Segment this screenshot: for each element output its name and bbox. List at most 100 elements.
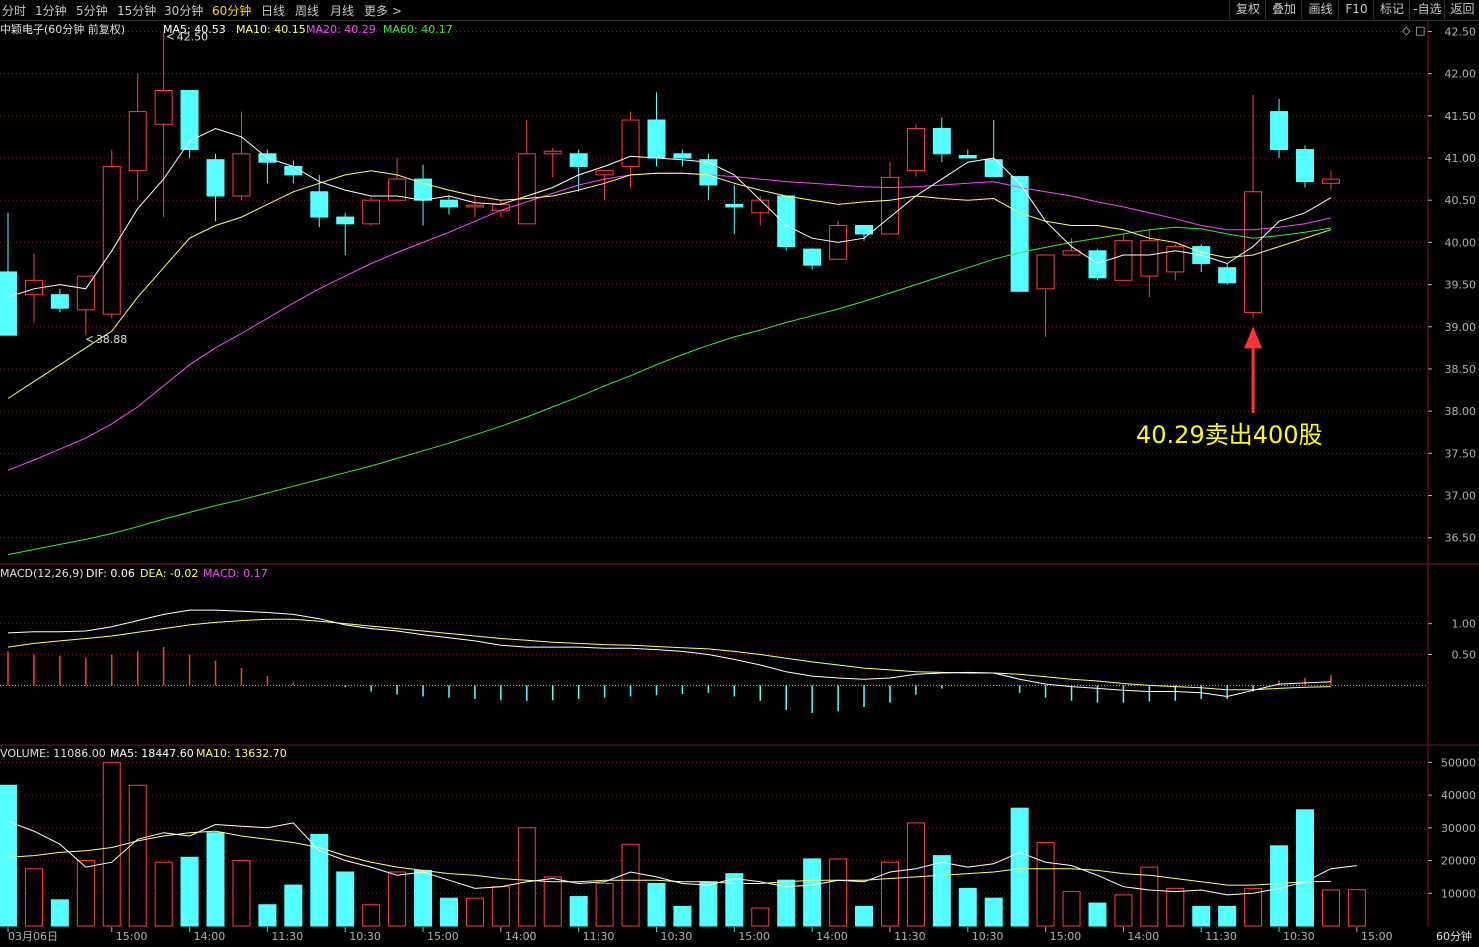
volume-bar-12 <box>310 833 329 927</box>
volume-ma5-line <box>7 820 1357 896</box>
macd-legend-1: DEA: -0.02 <box>140 567 198 580</box>
x-tick-label-7: 11:30 <box>583 930 615 943</box>
volume-bar-13 <box>336 871 355 927</box>
volume-bar-17 <box>439 897 458 927</box>
volume-bar-37 <box>958 887 977 927</box>
volume-bar-23 <box>595 882 614 927</box>
trough-pointer <box>85 335 94 343</box>
volume-bar-46 <box>1192 905 1211 927</box>
candle-body-31 <box>803 248 822 266</box>
candle-body-9 <box>232 153 251 197</box>
price-tick-label-7: 39.00 <box>1445 321 1477 334</box>
toolbar-button-4[interactable]: 标记 <box>1373 0 1410 19</box>
price-tick-label-4: 40.50 <box>1445 194 1477 207</box>
box-icon: □ <box>1415 24 1425 37</box>
volume-bar-31 <box>803 858 822 927</box>
ma20-line <box>7 172 1332 471</box>
candle-body-11 <box>284 165 303 176</box>
period-tab-4[interactable]: 30分钟 <box>164 4 204 18</box>
volume-bar-32 <box>829 858 848 927</box>
period-tab-7[interactable]: 周线 <box>295 4 320 18</box>
candle-body-5 <box>128 111 147 172</box>
x-tick-label-13: 15:00 <box>1050 930 1082 943</box>
x-tick-label-1: 15:00 <box>116 930 148 943</box>
volume-bar-9 <box>232 860 251 927</box>
candle-body-17 <box>439 199 458 208</box>
candle-body-33 <box>855 225 874 235</box>
top-toolbar: 分时 1分钟 5分钟 15分钟 30分钟 60分钟 日线 周线 月线 更多 > 复权 叠加 画线 F10 标… <box>0 0 1479 21</box>
volume-bar-1 <box>24 868 43 927</box>
period-tab-9[interactable]: 更多 > <box>364 4 402 18</box>
peak-pointer <box>166 32 174 40</box>
macd-legend-2: MACD: 0.17 <box>203 567 268 580</box>
volume-bar-18 <box>465 897 484 927</box>
volume-bar-44 <box>1140 866 1159 927</box>
price-legend-3: MA60: 40.17 <box>383 23 453 36</box>
price-tick-label-5: 40.00 <box>1445 236 1477 249</box>
period-badge: 60分钟 <box>1436 929 1472 943</box>
macd-tick-label-0: 1.00 <box>1452 618 1477 631</box>
volume-title: VOLUME: 11086.00 <box>0 747 106 760</box>
volume-bar-29 <box>751 907 770 927</box>
period-tab-8[interactable]: 月线 <box>330 4 355 18</box>
ma5-line <box>7 127 1332 298</box>
volume-bar-7 <box>180 856 199 927</box>
x-tick-label-16: 10:30 <box>1283 930 1315 943</box>
candle-body-40 <box>1036 254 1055 290</box>
candle-body-6 <box>154 90 173 125</box>
volume-bar-4 <box>102 761 121 927</box>
volume-bar-47 <box>1218 905 1237 927</box>
period-tab-2[interactable]: 5分钟 <box>76 4 108 18</box>
candle-body-47 <box>1218 267 1237 284</box>
ma10-line <box>7 170 1332 399</box>
volume-bar-19 <box>491 886 510 927</box>
candle-body-24 <box>621 119 640 167</box>
period-tab-0[interactable]: 分时 <box>2 4 27 18</box>
toolbar-button-3[interactable]: F10 <box>1338 0 1374 19</box>
period-tab-1[interactable]: 1分钟 <box>35 4 67 18</box>
period-tab-5[interactable]: 60分钟 <box>212 4 252 18</box>
candle-body-12 <box>310 191 329 218</box>
toolbar-button-6[interactable]: 返回 <box>1444 0 1479 19</box>
toolbar-button-5[interactable]: -自选 <box>1409 0 1445 19</box>
period-tab-6[interactable]: 日线 <box>261 4 286 18</box>
x-tick-label-2: 14:00 <box>194 930 226 943</box>
candle-body-27 <box>699 159 718 186</box>
volume-bar-45 <box>1166 887 1185 927</box>
x-tick-label-8: 10:30 <box>661 930 693 943</box>
volume-bar-35 <box>906 822 925 927</box>
volume-bar-43 <box>1114 894 1133 927</box>
volume-legend-0: MA5: 18447.60 <box>110 747 194 760</box>
candle-body-7 <box>180 90 199 151</box>
volume-bar-20 <box>517 827 536 927</box>
macd-title: MACD(12,26,9) <box>0 567 84 580</box>
volume-tick-label-3: 20000 <box>1441 855 1476 868</box>
macd-dea-line <box>7 618 1331 691</box>
price-tick-label-6: 39.50 <box>1445 279 1477 292</box>
candle-body-14 <box>362 199 381 225</box>
candle-body-25 <box>647 119 666 159</box>
volume-bar-24 <box>621 843 640 927</box>
volume-tick-label-1: 40000 <box>1441 789 1476 802</box>
x-tick-label-6: 14:00 <box>505 930 537 943</box>
candle-body-39 <box>1010 176 1029 292</box>
price-legend-0: MA5: 40.53 <box>163 23 226 36</box>
toolbar-button-2[interactable]: 画线 <box>1301 0 1339 19</box>
price-tick-label-0: 42.50 <box>1445 25 1477 38</box>
candle-body-2 <box>50 294 69 309</box>
period-tab-3[interactable]: 15分钟 <box>117 4 157 18</box>
volume-tick-label-0: 50000 <box>1441 756 1476 769</box>
x-tick-label-0: 03月06日 <box>8 930 58 943</box>
volume-bar-26 <box>673 905 692 927</box>
candle-body-13 <box>336 216 355 225</box>
price-tick-label-3: 41.00 <box>1445 152 1477 165</box>
candle-body-16 <box>414 178 433 201</box>
volume-bar-49 <box>1270 845 1289 927</box>
volume-bar-0 <box>0 784 17 927</box>
volume-bar-6 <box>154 861 173 927</box>
toolbar-button-0[interactable]: 复权 <box>1229 0 1266 19</box>
candle-body-18 <box>465 204 484 208</box>
toolbar-button-1[interactable]: 叠加 <box>1265 0 1302 19</box>
diamond-icon: ◇ <box>1402 24 1411 37</box>
volume-bar-39 <box>1010 807 1029 927</box>
